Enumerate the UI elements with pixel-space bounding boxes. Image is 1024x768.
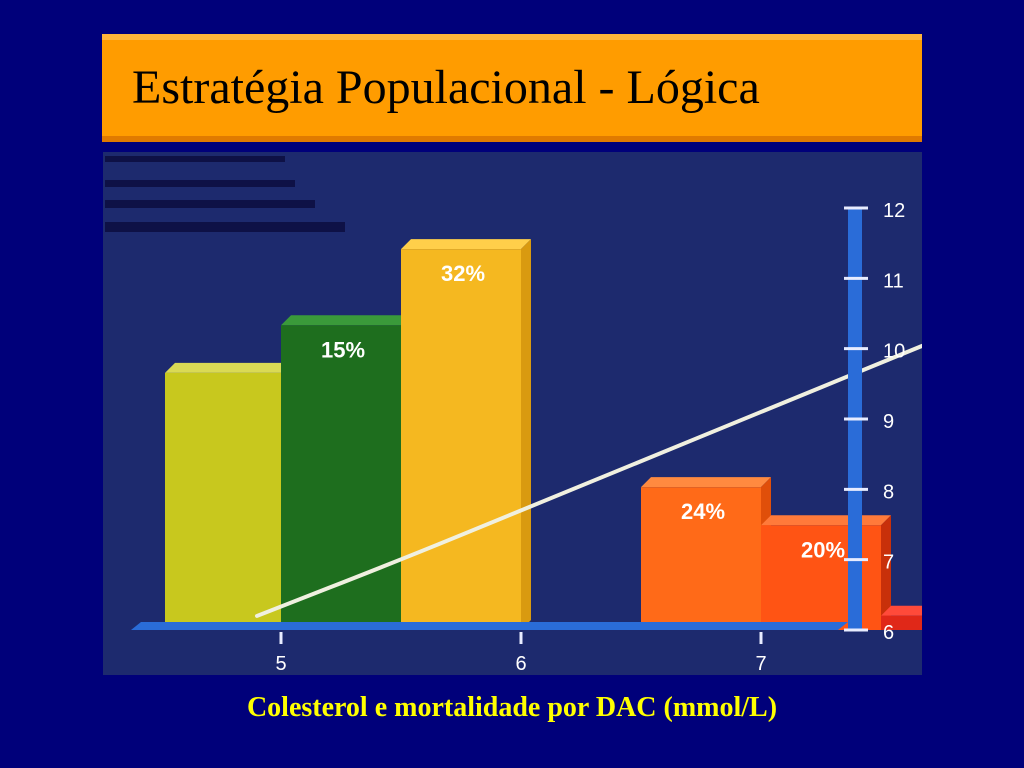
bar-value-label: 15% (321, 337, 365, 362)
right-axis-tick-label: 7 (883, 552, 894, 574)
right-axis-tick-label: 6 (883, 622, 894, 644)
right-axis-tick-label: 8 (883, 481, 894, 503)
title-bar: Estratégia Populacional - Lógica (102, 34, 922, 142)
slide-title: Estratégia Populacional - Lógica (132, 61, 760, 114)
right-axis-tick-label: 9 (883, 411, 894, 433)
right-axis-tick-label: 10 (883, 341, 905, 363)
bar-value-label: 24% (681, 499, 725, 524)
right-axis-tick-label: 12 (883, 200, 905, 222)
x-axis-floor (131, 622, 848, 630)
trend-line-layer (255, 343, 922, 618)
bar (281, 325, 401, 630)
bar-top (281, 315, 411, 326)
bar-top (881, 605, 922, 616)
bar-top (641, 477, 771, 488)
bar-side (521, 239, 531, 630)
chart-svg: 15%32%24%20%9% 678910111256789 (105, 156, 922, 675)
bar-group: 9% (881, 605, 922, 630)
x-axis-tick-label: 7 (755, 653, 766, 675)
bar-side (881, 515, 891, 630)
bar (165, 372, 281, 630)
bars-layer: 15% 32% 24% 20% 9% (165, 239, 922, 630)
bar-top (761, 515, 891, 526)
right-axis-tick-label: 11 (883, 270, 904, 292)
x-axis-tick-label: 5 (275, 653, 286, 675)
bar-top (165, 362, 291, 373)
bar (401, 249, 521, 630)
bar-value-label: 32% (441, 261, 485, 286)
trend-line (255, 343, 922, 618)
bar-group: 32% (401, 239, 531, 630)
chart-caption: Colesterol e mortalidade por DAC (mmol/L… (246, 692, 778, 723)
axes-layer: 678910111256789 (131, 200, 905, 675)
bar-group (165, 362, 291, 630)
bar-value-label: 20% (801, 537, 845, 562)
bar (641, 487, 761, 630)
bar-top (401, 239, 531, 250)
chart-panel: 15%32%24%20%9% 678910111256789 (103, 152, 922, 675)
bar-group: 20% (761, 515, 891, 630)
bar (881, 615, 922, 630)
bar-group: 24% (641, 477, 771, 630)
scribble-marks (105, 156, 345, 232)
x-axis-tick-label: 6 (515, 653, 526, 675)
